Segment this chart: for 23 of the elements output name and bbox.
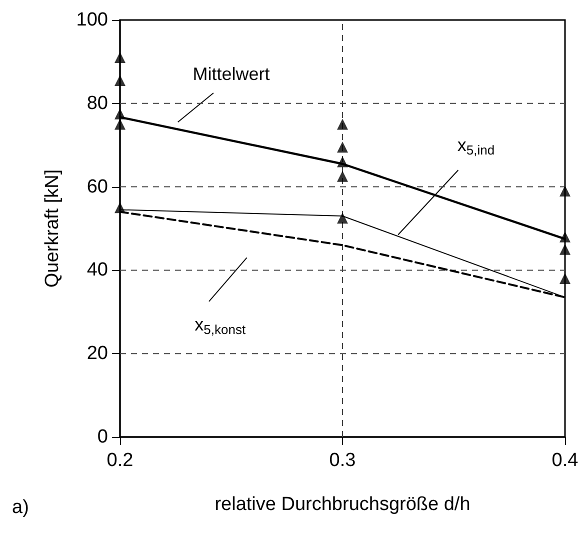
- point: [114, 74, 126, 86]
- y-tick-label: 80: [86, 92, 108, 114]
- point: [560, 185, 570, 196]
- y-tick-label: 0: [97, 426, 108, 448]
- point: [337, 170, 348, 182]
- point: [114, 52, 126, 64]
- x-tick-label: 0.2: [106, 450, 134, 471]
- y-axis-title: Querkraft [kN]: [42, 169, 63, 288]
- y-tick-label: 60: [86, 176, 108, 198]
- x-axis-title: relative Durchbruchsgröße d/h: [214, 494, 470, 515]
- point: [337, 212, 348, 224]
- y-tick-label: 20: [86, 343, 108, 364]
- x-tick-label: 0.4: [552, 450, 579, 471]
- point: [337, 118, 348, 130]
- point: [560, 273, 570, 284]
- point: [114, 118, 126, 130]
- text: a): [12, 497, 29, 518]
- text: Mittelwert: [192, 64, 270, 84]
- y-tick-label: 100: [76, 10, 108, 30]
- y-tick-label: 40: [86, 260, 108, 281]
- x-tick-label: 0.3: [329, 450, 356, 471]
- point: [560, 244, 570, 255]
- point: [337, 142, 348, 153]
